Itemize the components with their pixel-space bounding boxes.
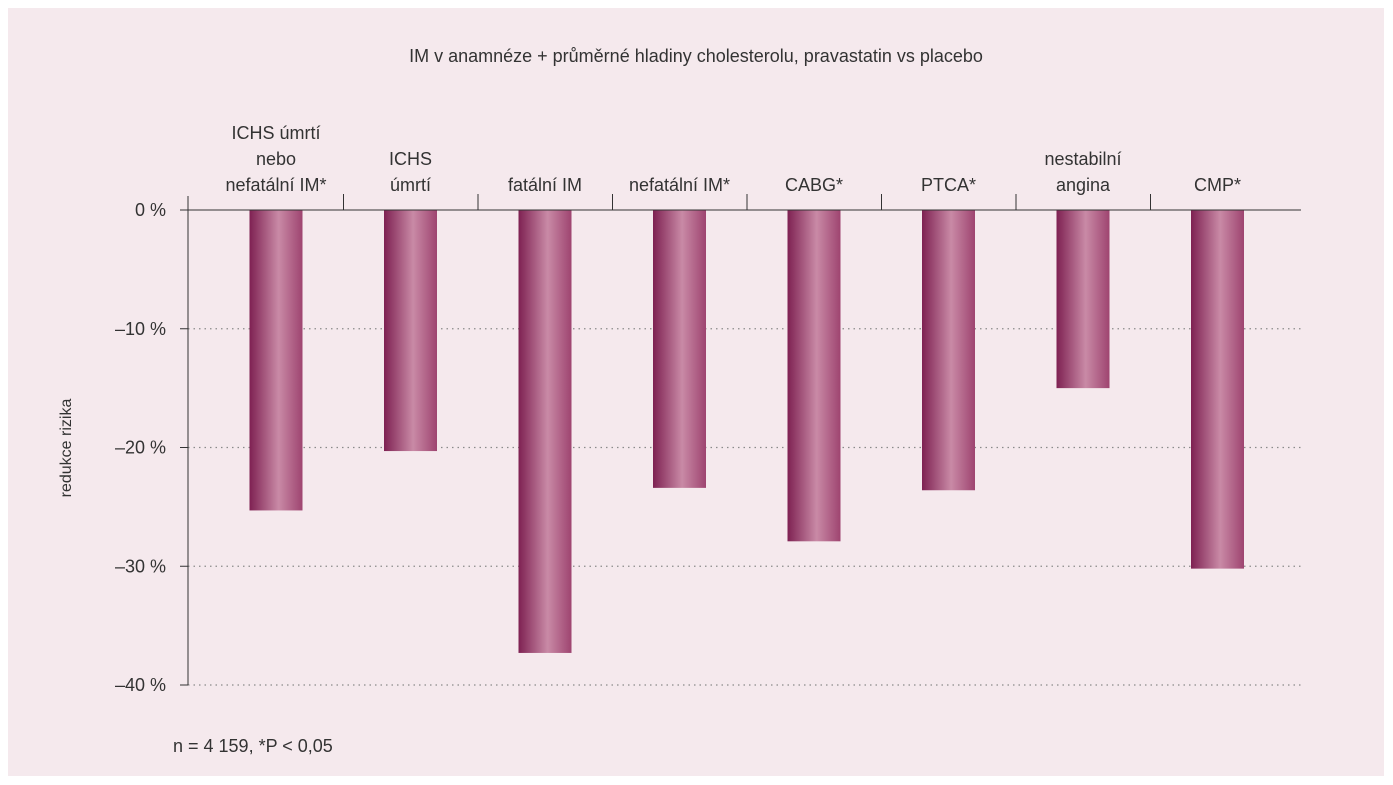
bar: [384, 210, 437, 452]
category-label: nefatální IM*: [629, 175, 730, 195]
category-label: angina: [1056, 175, 1111, 195]
y-tick-label: –30 %: [115, 556, 166, 576]
bar: [1191, 210, 1244, 569]
bar: [922, 210, 975, 491]
bar: [518, 210, 572, 653]
y-tick-labels: 0 % –10 % –20 % –30 % –40 %: [115, 200, 166, 695]
bar: [249, 210, 303, 511]
bar: [653, 210, 706, 488]
category-label: nefatální IM*: [225, 175, 326, 195]
category-labels: ICHS úmrtí nebo nefatální IM* ICHS úmrtí fatá…: [225, 123, 1241, 195]
axes: [180, 194, 1301, 686]
category-label: nestabilní: [1044, 149, 1121, 169]
y-tick-label: –10 %: [115, 319, 166, 339]
y-tick-label: –20 %: [115, 438, 166, 458]
category-label: úmrtí: [390, 175, 431, 195]
y-axis-label: redukce rizika: [58, 399, 75, 498]
category-label: PTCA*: [921, 175, 976, 195]
category-label: nebo: [256, 149, 296, 169]
chart-title: IM v anamnéze + průměrné hladiny cholest…: [409, 46, 983, 66]
category-label: fatální IM: [508, 175, 582, 195]
category-label: ICHS úmrtí: [231, 123, 320, 143]
category-label: CABG*: [785, 175, 843, 195]
chart-panel: IM v anamnéze + průměrné hladiny cholest…: [8, 8, 1384, 776]
bars: [249, 210, 1244, 653]
category-label: CMP*: [1194, 175, 1241, 195]
category-label: ICHS: [389, 149, 432, 169]
bar: [787, 210, 841, 542]
y-tick-label: –40 %: [115, 675, 166, 695]
bar-chart: IM v anamnéze + průměrné hladiny cholest…: [58, 46, 1301, 756]
y-tick-label: 0 %: [135, 200, 166, 220]
footnote: n = 4 159, *P < 0,05: [173, 736, 333, 756]
bar: [1056, 210, 1110, 389]
grid-lines: [188, 328, 1301, 686]
